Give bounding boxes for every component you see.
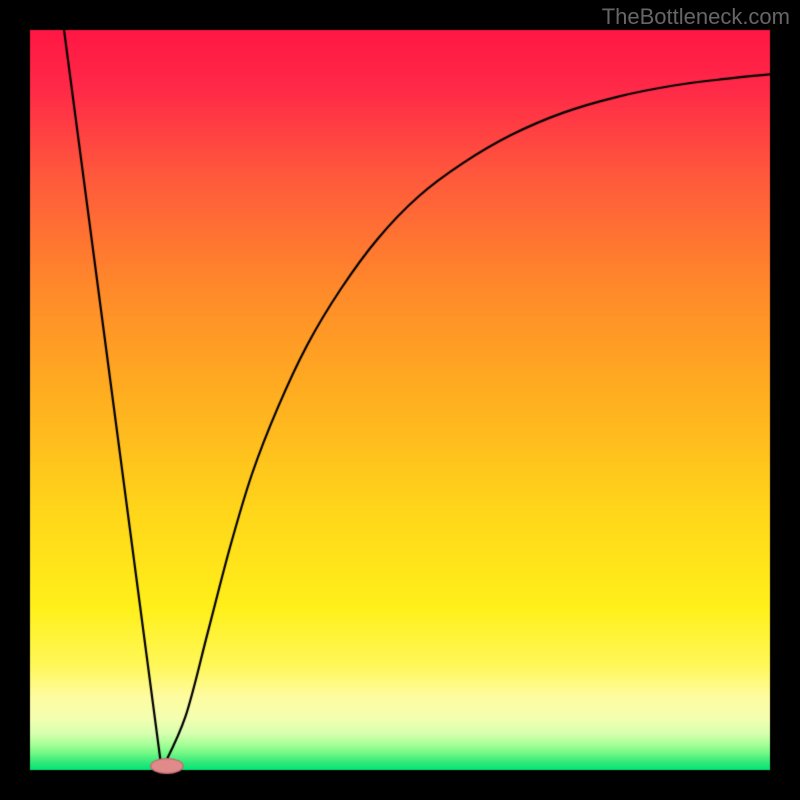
chart-container: TheBottleneck.com (0, 0, 800, 800)
watermark-text: TheBottleneck.com (602, 4, 790, 30)
bottleneck-chart-canvas (0, 0, 800, 800)
